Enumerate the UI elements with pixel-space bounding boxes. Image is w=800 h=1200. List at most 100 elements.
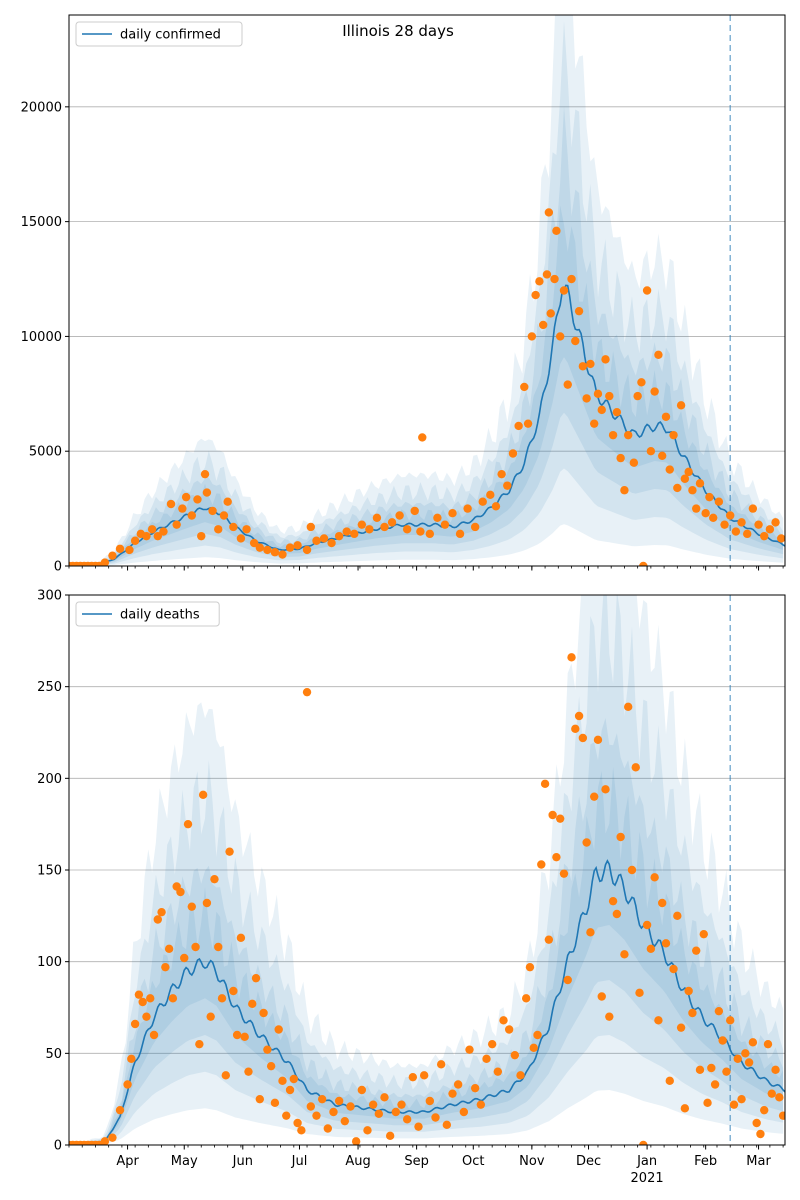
data-point xyxy=(142,531,151,541)
data-point xyxy=(521,994,531,1003)
data-point xyxy=(646,944,656,954)
data-point xyxy=(729,1100,739,1109)
data-point xyxy=(733,1054,742,1064)
data-point xyxy=(504,1025,514,1034)
data-point xyxy=(777,534,785,543)
data-point xyxy=(125,545,134,555)
data-point xyxy=(722,1067,731,1076)
data-point xyxy=(646,447,656,456)
data-point xyxy=(108,1133,117,1142)
data-point xyxy=(285,1085,295,1095)
data-point xyxy=(574,306,584,316)
data-point xyxy=(540,779,550,789)
data-point xyxy=(639,1140,648,1145)
data-point xyxy=(147,525,157,534)
data-point xyxy=(419,1071,429,1080)
data-point xyxy=(142,1012,151,1021)
data-point xyxy=(149,1030,159,1040)
data-point xyxy=(623,430,633,440)
data-point xyxy=(642,286,652,295)
data-point xyxy=(760,531,769,541)
data-point xyxy=(351,1137,361,1145)
observed-points xyxy=(69,208,785,566)
data-point xyxy=(206,1012,215,1021)
data-point xyxy=(593,735,603,745)
data-point xyxy=(692,946,701,955)
data-point xyxy=(442,1120,452,1130)
data-point xyxy=(115,1105,125,1115)
data-point xyxy=(416,527,425,536)
x-tick-label: May xyxy=(171,1154,198,1169)
y-tick-label: 250 xyxy=(37,680,62,695)
data-point xyxy=(242,525,251,534)
data-point xyxy=(327,538,336,548)
x-tick-label: Nov xyxy=(519,1154,545,1169)
data-point xyxy=(661,412,671,421)
data-point xyxy=(620,950,629,959)
data-point xyxy=(255,1094,265,1104)
data-point xyxy=(597,405,606,415)
data-point xyxy=(544,208,554,217)
data-point xyxy=(650,387,659,396)
data-point xyxy=(329,1107,338,1117)
data-point xyxy=(146,994,155,1003)
data-point xyxy=(601,355,610,364)
data-point xyxy=(673,483,682,493)
data-point xyxy=(357,520,367,529)
data-point xyxy=(720,520,729,529)
data-point xyxy=(172,520,181,529)
data-point xyxy=(278,1076,287,1086)
data-point xyxy=(408,1072,418,1082)
data-point xyxy=(289,1074,299,1084)
data-point xyxy=(608,896,618,906)
data-point xyxy=(138,997,147,1007)
data-point xyxy=(537,860,546,869)
data-point xyxy=(754,520,763,529)
data-point xyxy=(567,653,576,662)
data-point xyxy=(470,522,480,532)
data-point xyxy=(520,382,529,392)
data-point xyxy=(187,902,196,911)
data-point xyxy=(166,499,176,509)
data-point xyxy=(219,511,229,520)
data-point xyxy=(108,551,117,560)
data-point xyxy=(236,534,246,543)
data-point xyxy=(529,1043,538,1053)
confidence-band xyxy=(69,106,784,566)
data-point xyxy=(684,467,693,477)
data-point xyxy=(695,479,705,488)
data-point xyxy=(176,887,185,897)
data-point xyxy=(669,430,678,440)
data-point xyxy=(459,1107,469,1117)
data-point xyxy=(748,1038,758,1047)
data-point xyxy=(586,928,595,937)
confidence-band xyxy=(69,595,784,1145)
data-point xyxy=(533,1030,542,1040)
data-point xyxy=(187,511,196,520)
data-point xyxy=(741,1049,750,1058)
y-tick-label: 100 xyxy=(37,955,62,970)
data-point xyxy=(514,421,523,431)
data-point xyxy=(589,792,599,801)
legend-label: daily confirmed xyxy=(120,28,221,43)
data-point xyxy=(164,944,174,954)
data-point xyxy=(197,531,206,541)
data-point xyxy=(582,394,591,403)
data-point xyxy=(244,1067,253,1076)
confidence-band xyxy=(69,15,784,566)
data-point xyxy=(737,1094,746,1104)
data-point xyxy=(302,545,312,555)
data-point xyxy=(161,962,170,972)
data-point xyxy=(743,529,752,539)
data-point xyxy=(616,453,625,463)
data-point xyxy=(620,486,629,495)
data-point xyxy=(631,763,640,772)
y-tick-label: 20000 xyxy=(21,100,62,115)
data-point xyxy=(695,1065,705,1075)
data-point xyxy=(680,474,690,483)
y-tick-label: 0 xyxy=(54,1139,62,1154)
data-point xyxy=(548,810,557,820)
data-point xyxy=(183,819,193,829)
legend-label: daily deaths xyxy=(120,608,200,623)
data-point xyxy=(208,506,217,516)
